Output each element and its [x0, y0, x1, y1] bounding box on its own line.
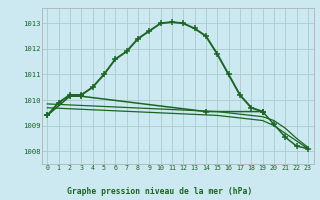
Text: Graphe pression niveau de la mer (hPa): Graphe pression niveau de la mer (hPa): [68, 187, 252, 196]
